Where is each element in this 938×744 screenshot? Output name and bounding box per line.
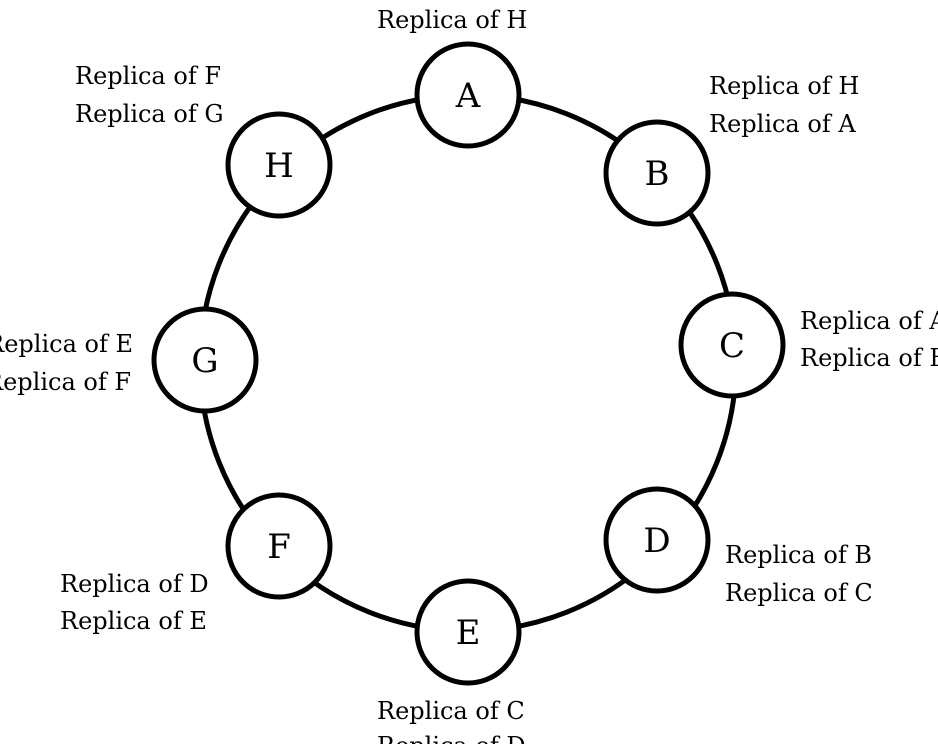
node-e: E Replica of C Replica of D [377, 578, 526, 744]
node-d-replica-1: Replica of B [725, 541, 872, 569]
node-b-replica-2: Replica of A [709, 110, 856, 138]
node-h-replica-2: Replica of G [75, 100, 224, 128]
node-a: A Replica of H [377, 6, 527, 149]
node-d-circle [603, 486, 711, 594]
node-h-circle [225, 111, 333, 219]
node-b-circle [603, 119, 711, 227]
node-a-replica-1: Replica of H [377, 6, 527, 34]
node-f: F Replica of D Replica of E [60, 492, 333, 635]
node-h-label: H [264, 146, 294, 186]
node-f-replica-1: Replica of D [60, 570, 209, 598]
node-c-label: C [719, 326, 745, 366]
node-e-replica-2: Replica of D [377, 732, 526, 744]
node-e-replica-1: Replica of C [377, 697, 525, 725]
node-a-label: A [455, 76, 481, 116]
node-f-label: F [267, 527, 291, 567]
node-e-label: E [456, 613, 481, 653]
node-g-label: G [191, 341, 218, 381]
node-d-label: D [643, 521, 670, 561]
node-e-circle [414, 578, 522, 686]
node-g-replica-1: Replica of E [0, 330, 133, 358]
node-h: H Replica of F Replica of G [75, 62, 333, 219]
node-d-replica-2: Replica of C [725, 579, 873, 607]
node-g-replica-2: Replica of F [0, 368, 131, 396]
node-d: D Replica of B Replica of C [603, 486, 873, 607]
node-b-replica-1: Replica of H [709, 72, 859, 100]
node-a-circle [414, 41, 522, 149]
node-h-replica-1: Replica of F [75, 62, 221, 90]
node-c-replica-2: Replica of B [800, 344, 938, 372]
node-b: B Replica of H Replica of A [603, 72, 859, 227]
node-c: C Replica of A Replica of B [678, 291, 938, 399]
node-f-replica-2: Replica of E [60, 607, 207, 635]
node-g: G Replica of E Replica of F [0, 306, 259, 414]
node-f-circle [225, 492, 333, 600]
node-g-circle [151, 306, 259, 414]
node-b-label: B [645, 154, 670, 194]
node-c-circle [678, 291, 786, 399]
node-c-replica-1: Replica of A [800, 307, 938, 335]
